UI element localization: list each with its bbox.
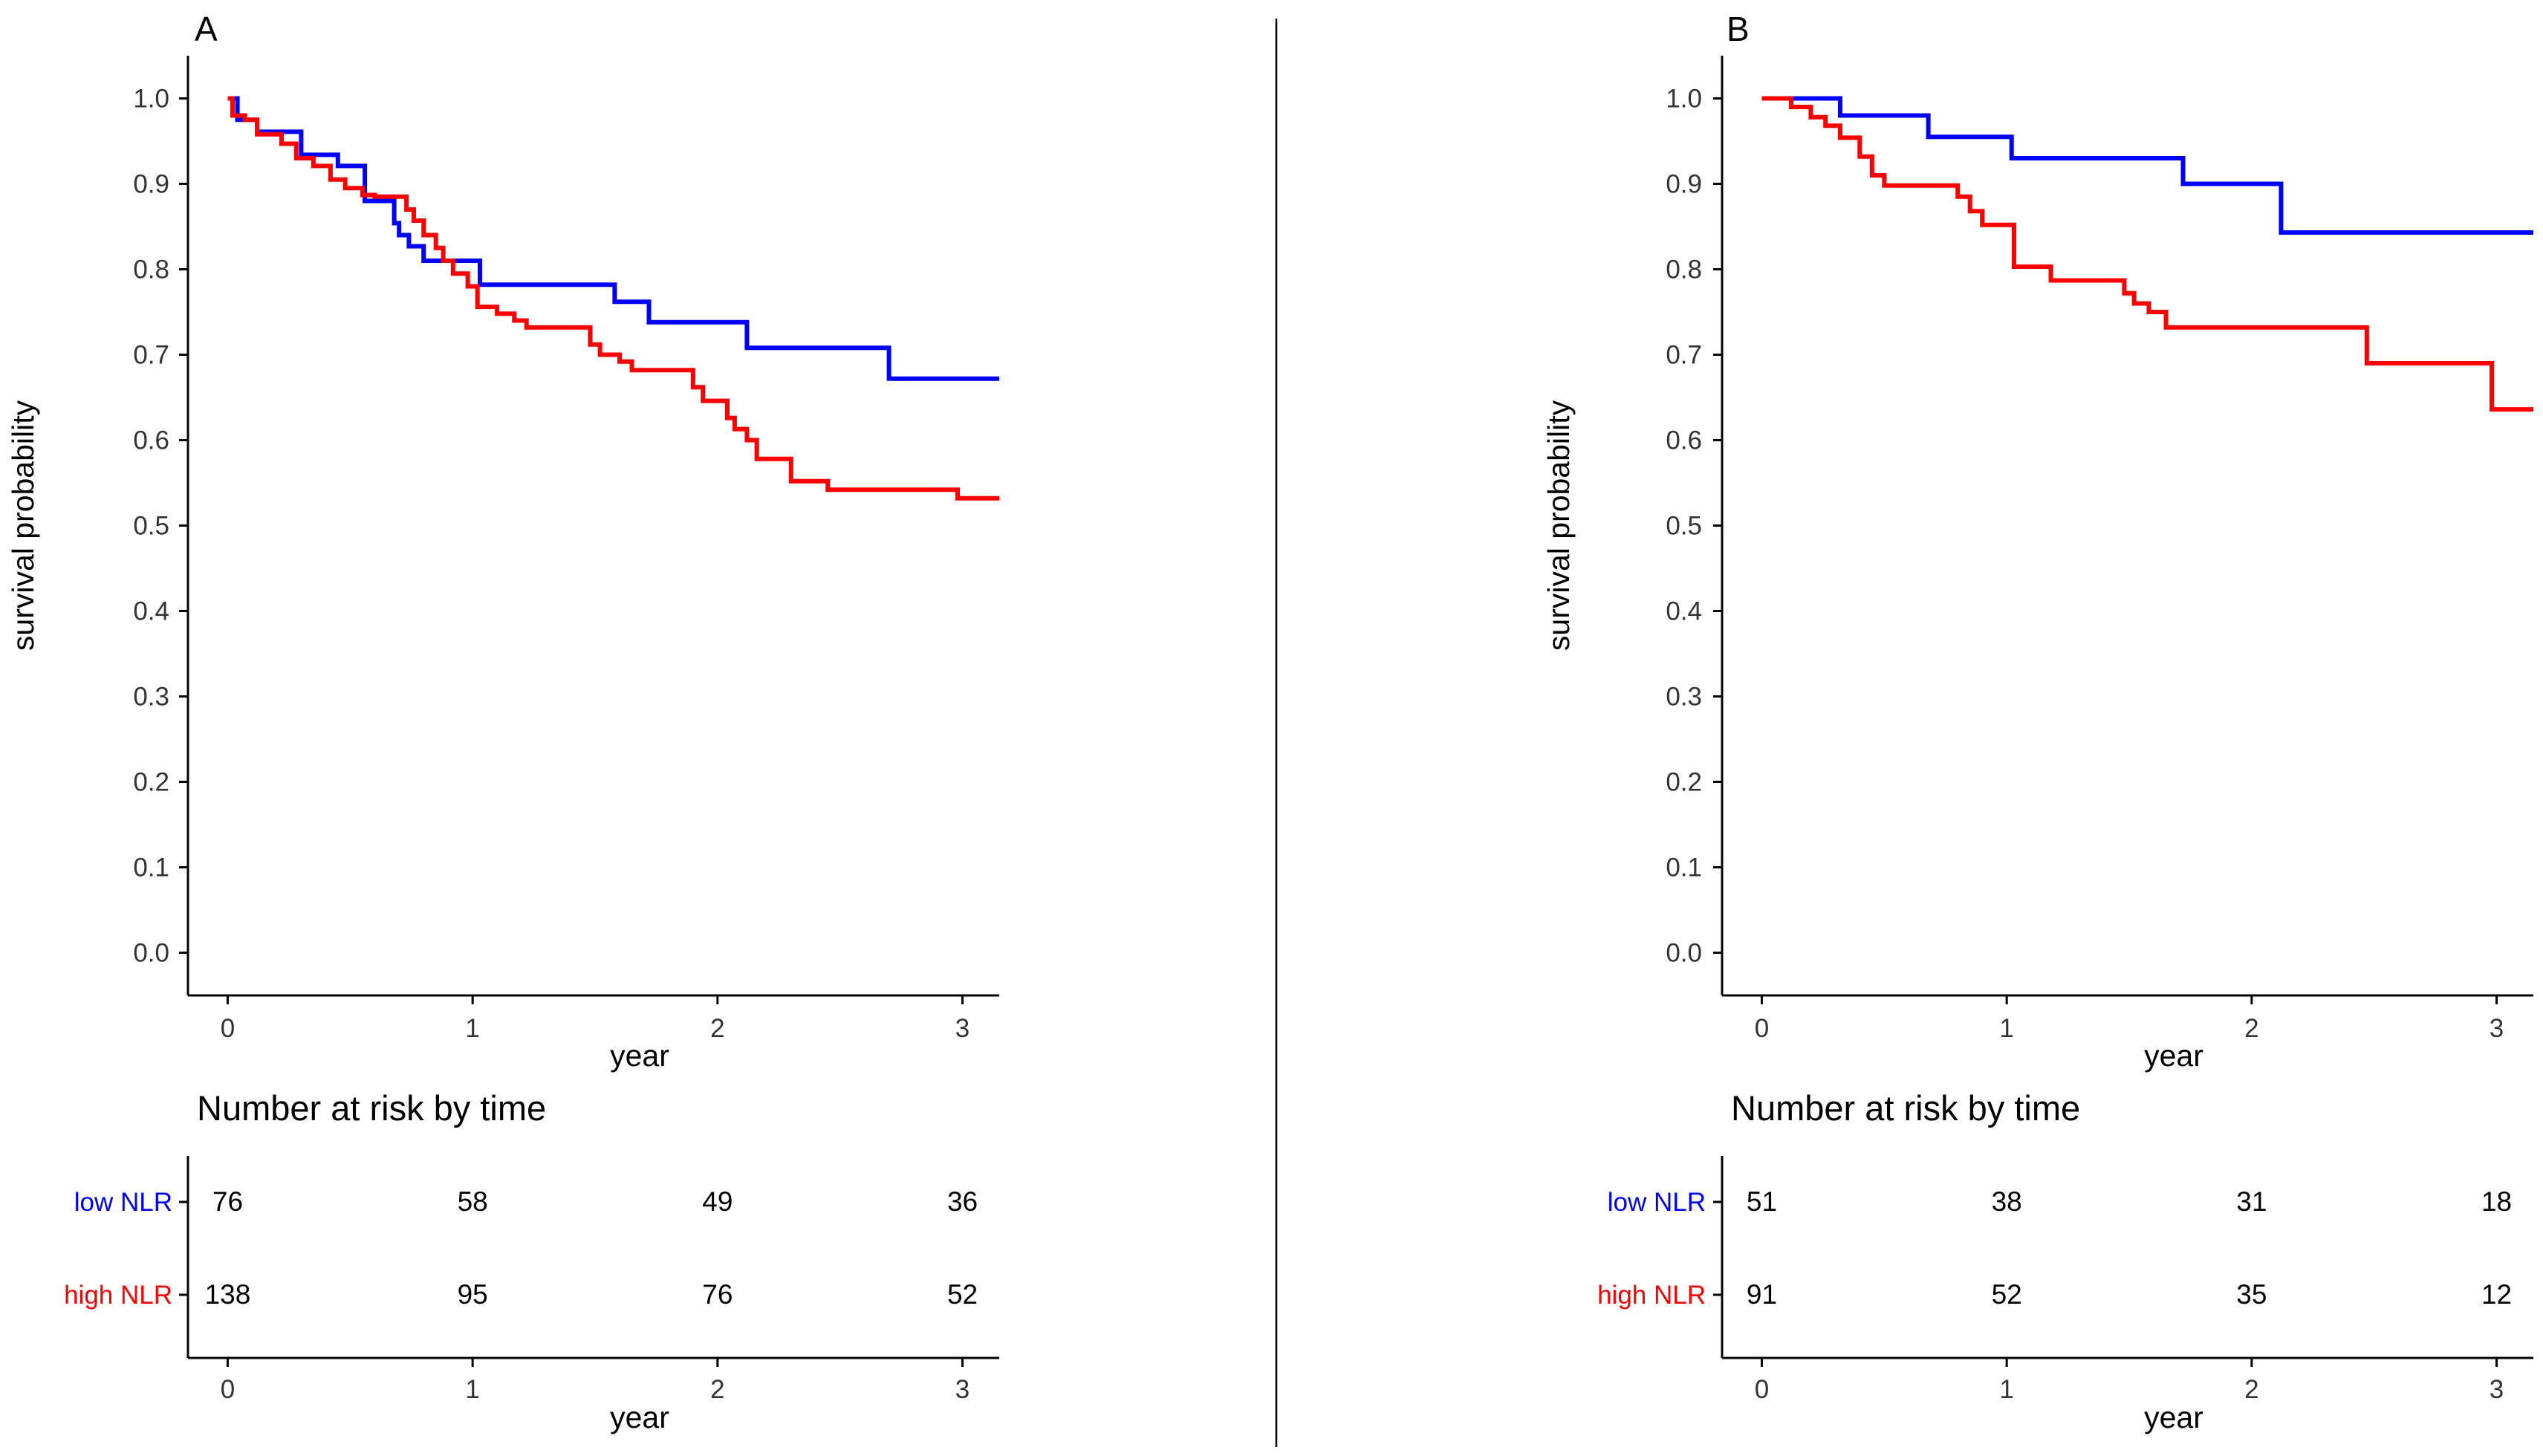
x-tick-label: 2 bbox=[2244, 1014, 2258, 1043]
y-tick-label: 1.0 bbox=[1666, 85, 1702, 114]
y-tick-label: 0.1 bbox=[1666, 854, 1702, 883]
x-tick-label: 3 bbox=[955, 1014, 970, 1043]
panel-a: A 0.0 0.1 0.2 0.3 0.4 0.5 0.6 0.7 0.8 0.9 1.0 surviv… bbox=[6, 10, 999, 1434]
risk-x-tick-label: 2 bbox=[710, 1375, 724, 1404]
x-tick-label: 1 bbox=[1999, 1014, 2013, 1043]
panel-b: B 0.0 0.1 0.2 0.3 0.4 0.5 0.6 0.7 0.8 0.9 1.0 surviv… bbox=[1542, 10, 2533, 1434]
risk-count: 49 bbox=[702, 1186, 733, 1217]
survival-curve-high-nlr bbox=[227, 96, 999, 501]
y-tick-label: 0.9 bbox=[1666, 170, 1702, 199]
y-tick-label: 0.2 bbox=[133, 768, 169, 797]
risk-count: 52 bbox=[1992, 1279, 2022, 1310]
risk-count: 51 bbox=[1747, 1186, 1777, 1217]
risk-count: 91 bbox=[1747, 1279, 1777, 1310]
y-tick-label: 0.0 bbox=[1666, 939, 1702, 968]
x-tick-label: 1 bbox=[465, 1014, 479, 1043]
risk-count: 52 bbox=[947, 1279, 978, 1310]
panel-label: A bbox=[195, 10, 218, 48]
survival-curve-low-nlr bbox=[1761, 96, 2533, 235]
y-tick-label: 0.6 bbox=[1666, 426, 1702, 455]
risk-table-title: Number at risk by time bbox=[197, 1088, 546, 1128]
risk-count: 12 bbox=[2481, 1279, 2512, 1310]
risk-table-x-title: year bbox=[2144, 1400, 2203, 1434]
risk-count: 31 bbox=[2236, 1186, 2267, 1217]
y-tick-label: 0.3 bbox=[133, 683, 169, 712]
y-tick-label: 0.3 bbox=[1666, 683, 1702, 712]
y-tick-label: 0.6 bbox=[133, 426, 169, 455]
risk-count: 58 bbox=[458, 1186, 488, 1217]
y-tick-label: 0.9 bbox=[133, 170, 169, 199]
y-axis-title: survival probability bbox=[6, 400, 40, 651]
risk-x-tick-label: 2 bbox=[2244, 1375, 2258, 1404]
risk-count: 76 bbox=[702, 1279, 733, 1310]
risk-count: 138 bbox=[205, 1279, 251, 1310]
x-axis-title: year bbox=[2144, 1039, 2203, 1073]
risk-count: 35 bbox=[2236, 1279, 2267, 1310]
y-tick-label: 0.7 bbox=[1666, 341, 1702, 370]
survival-curve-low-nlr bbox=[227, 96, 999, 381]
risk-row-label: high NLR bbox=[1597, 1281, 1706, 1310]
y-tick-label: 0.5 bbox=[1666, 512, 1702, 541]
y-tick-label: 0.7 bbox=[133, 341, 169, 370]
y-tick-label: 0.0 bbox=[133, 939, 169, 968]
risk-x-tick-label: 0 bbox=[221, 1375, 235, 1404]
x-axis-title: year bbox=[610, 1039, 669, 1073]
risk-x-tick-label: 3 bbox=[2490, 1375, 2504, 1404]
risk-count: 38 bbox=[1992, 1186, 2022, 1217]
risk-count: 76 bbox=[212, 1186, 243, 1217]
risk-row-label: high NLR bbox=[64, 1281, 172, 1310]
risk-count: 36 bbox=[947, 1186, 978, 1217]
y-tick-label: 0.5 bbox=[133, 512, 169, 541]
risk-count: 95 bbox=[458, 1279, 488, 1310]
x-tick-label: 3 bbox=[2490, 1014, 2504, 1043]
y-tick-label: 0.2 bbox=[1666, 768, 1702, 797]
risk-table-title: Number at risk by time bbox=[1731, 1088, 2080, 1128]
y-tick-label: 0.8 bbox=[133, 256, 169, 285]
y-tick-label: 1.0 bbox=[133, 85, 169, 114]
y-tick-label: 0.8 bbox=[1666, 256, 1702, 285]
y-tick-label: 0.4 bbox=[133, 597, 169, 626]
x-tick-label: 2 bbox=[710, 1014, 724, 1043]
y-axis-title: survival probability bbox=[1542, 400, 1576, 651]
risk-table-x-title: year bbox=[610, 1400, 669, 1434]
x-tick-label: 0 bbox=[1755, 1014, 1769, 1043]
risk-x-tick-label: 3 bbox=[955, 1375, 970, 1404]
risk-x-tick-label: 0 bbox=[1755, 1375, 1769, 1404]
panel-label: B bbox=[1727, 10, 1750, 48]
risk-x-tick-label: 1 bbox=[1999, 1375, 2013, 1404]
x-tick-label: 0 bbox=[221, 1014, 235, 1043]
survival-curve-high-nlr bbox=[1761, 96, 2533, 412]
risk-x-tick-label: 1 bbox=[465, 1375, 479, 1404]
risk-row-label: low NLR bbox=[1608, 1188, 1706, 1217]
y-tick-label: 0.4 bbox=[1666, 597, 1702, 626]
risk-count: 18 bbox=[2481, 1186, 2512, 1217]
y-tick-label: 0.1 bbox=[133, 854, 169, 883]
risk-row-label: low NLR bbox=[74, 1188, 172, 1217]
